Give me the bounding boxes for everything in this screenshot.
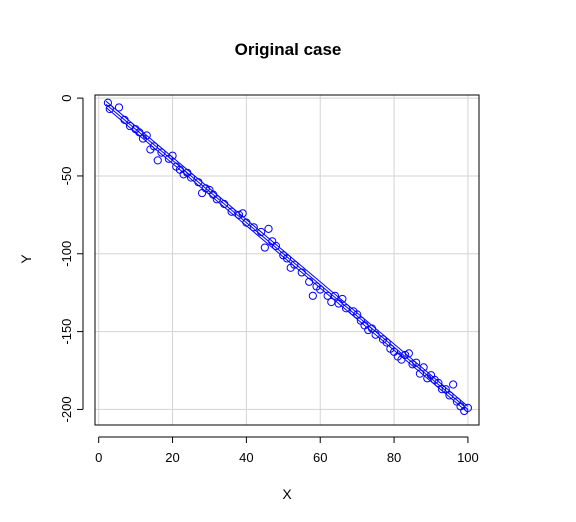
data-point [264,224,273,233]
data-point [242,218,251,227]
data-point [197,188,207,198]
data-point [149,142,159,151]
data-point [103,98,113,107]
x-tick-label: 100 [457,450,479,465]
data-point [441,385,450,394]
x-axis-label: X [282,486,292,502]
data-point [168,151,177,160]
data-point [212,195,221,204]
y-axis-label: Y [18,254,34,264]
data-point [290,260,299,269]
plot-frame [94,94,480,426]
data-point [105,104,114,114]
x-tick-label: 20 [165,450,179,465]
y-tick-label: -50 [59,167,74,186]
data-point [308,291,317,300]
series-line [105,107,469,413]
y-tick-label: -200 [59,396,74,422]
y-tick-label: -150 [59,319,74,345]
x-tick-label: 0 [95,450,102,465]
data-point [186,173,196,182]
data-point [234,210,244,219]
data-point [201,184,210,193]
data-point [449,380,458,389]
x-tick-label: 40 [239,450,253,465]
x-tick-label: 80 [387,450,401,465]
data-point [419,363,428,372]
data-point [338,294,347,304]
data-point [282,254,292,263]
data-point [179,170,188,179]
data-point [305,277,314,286]
data-point [297,268,306,277]
data-point [220,199,229,209]
data-point [437,385,447,394]
data-point [353,310,362,319]
data-point [194,178,203,187]
data-point [434,378,443,388]
data-point [142,131,151,140]
data-point [382,338,391,347]
data-point [463,403,473,412]
data-point [371,330,380,339]
data-point [415,369,425,378]
data-point [408,360,417,369]
data-point [412,358,421,367]
point-layer [103,98,473,416]
data-point [367,324,377,333]
data-point [330,291,340,300]
chart-title: Original case [235,40,342,59]
y-tick-label: -100 [59,241,74,267]
x-tick-label: 60 [313,450,327,465]
data-point [238,209,247,218]
data-point [120,115,129,125]
data-point [316,285,325,294]
data-point [249,223,258,232]
data-point [401,350,410,360]
data-point [153,156,162,165]
data-point [364,325,373,335]
data-point [404,349,413,358]
data-point [114,103,124,112]
data-point [260,243,269,252]
data-point [257,227,266,237]
data-point [445,391,454,400]
axis-layer: 0 20 40 60 80 100 0 -50 -100 -150 -200 [59,94,479,465]
y-tick-label: 0 [59,94,74,101]
data-point [157,148,166,157]
data-point [135,128,144,137]
data-point [271,241,281,251]
data-point [227,207,236,216]
data-point [341,304,351,313]
